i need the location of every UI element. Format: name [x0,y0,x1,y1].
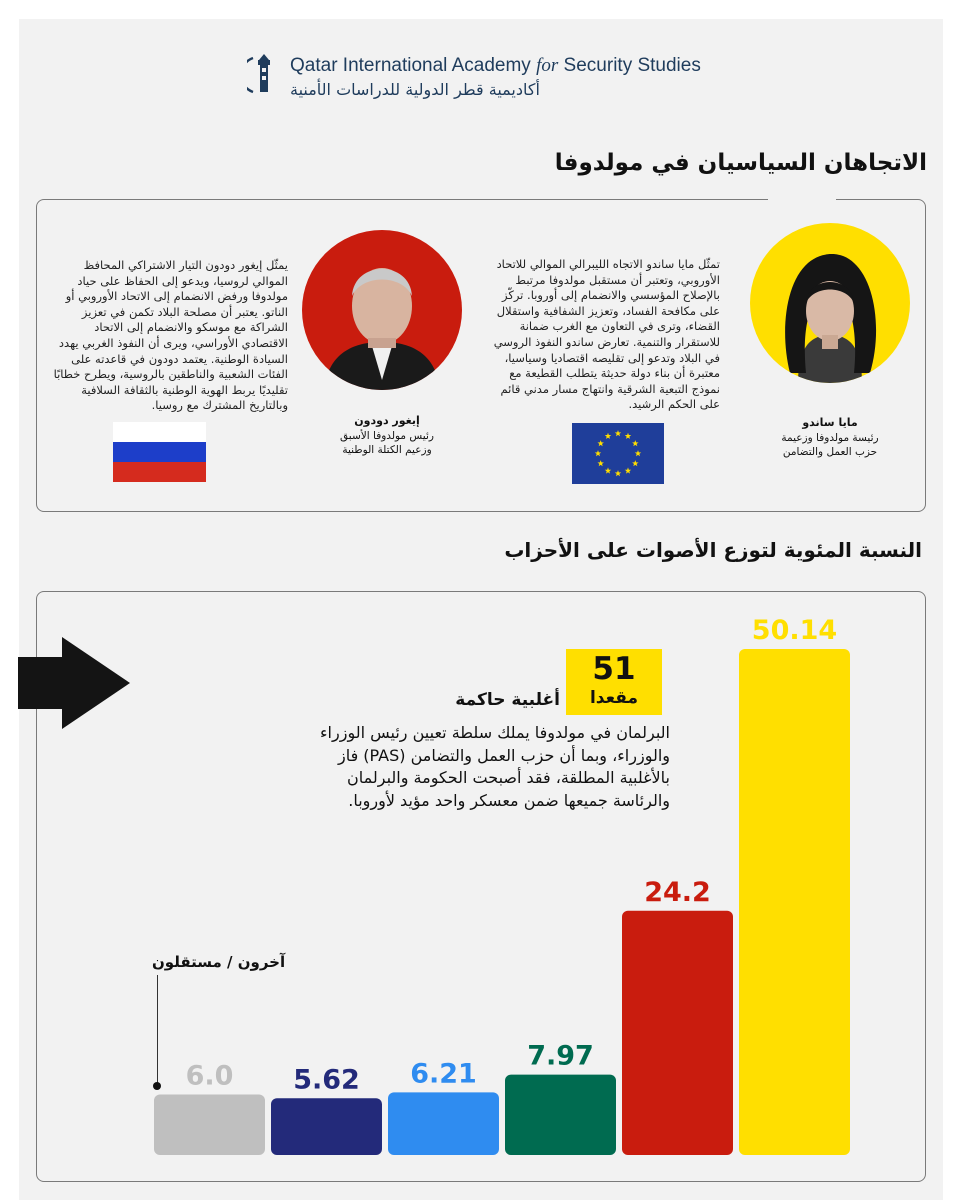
bar-value-label-1: 5.62 [293,1064,360,1095]
bar-value-label-0: 6.0 [186,1060,234,1091]
frame-gap [768,195,836,205]
dodon-name: إيغور دودون [354,414,420,427]
bar-value-label-2: 6.21 [410,1058,477,1089]
lighthouse-logo-icon [247,54,270,94]
dodon-role-line2: وزعيم الكتلة الوطنية [342,444,432,456]
majority-label: أغلبية حاكمة [455,690,560,710]
bar-4 [622,910,733,1155]
eu-star-icon [597,440,604,447]
seats-badge: 51 مقعدا [566,649,662,715]
politicians-frame [36,199,926,512]
russia-flag-icon [113,422,206,482]
seats-label: مقعدا [589,688,638,708]
org-name-arabic: أكاديمية قطر الدولية للدراسات الأمنية [290,80,540,99]
eu-star-icon [614,470,622,477]
eu-star-icon [614,430,622,437]
org-name-english-part2: Security Studies [558,55,701,76]
arrow-right-icon [18,637,130,729]
bar-2 [388,1092,499,1155]
eu-star-icon [624,432,632,439]
bar-value-label-4: 24.2 [644,877,711,908]
dodon-portrait-illustration [324,268,440,390]
eu-star-icon [594,450,602,457]
bar-5 [739,649,850,1155]
parliament-text: البرلمان في مولدوفا يملك سلطة تعيين رئيس… [320,723,670,810]
section2-title: النسبة المئوية لتوزع الأصوات على الأحزاب [504,538,922,562]
others-label: آخرون / مستقلون [152,953,286,971]
eu-star-icon [624,467,632,474]
bar-value-label-5: 50.14 [752,615,837,646]
eu-flag-icon [572,423,664,484]
chart-frame [36,591,926,1182]
eu-star-icon [597,460,604,467]
org-name-english-for: for [536,55,559,76]
bar-3 [505,1074,616,1155]
sandu-role-line1: رئيسة مولدوفا وزعيمة [781,432,879,444]
dodon-description: يمثّل إيغور دودون التيار الاشتراكي المحا… [53,258,288,413]
sandu-name: مايا ساندو [802,416,858,429]
sandu-portrait-illustration [785,254,877,383]
bar-value-label-3: 7.97 [527,1041,594,1072]
eu-star-icon [634,450,642,457]
others-leader-line [157,975,158,1085]
section1-title: الاتجاهان السياسيان في مولدوفا [554,150,927,176]
bar-1 [271,1098,382,1155]
org-name-english: Qatar International Academy for Security… [290,55,701,77]
eu-star-icon [604,467,612,474]
sandu-role-line2: حزب العمل والتضامن [782,446,878,458]
dodon-portrait [302,230,462,390]
eu-star-icon [632,440,639,447]
eu-star-icon [632,460,639,467]
sandu-description: تمثّل مايا ساندو الاتجاه الليبرالي الموا… [493,257,720,412]
dodon-role-line1: رئيس مولدوفا الأسبق [340,430,434,442]
others-leader-dot [153,1082,161,1090]
eu-star-icon [604,432,612,439]
bar-0 [154,1094,265,1155]
org-name-english-part1: Qatar International Academy [290,55,537,76]
seats-number: 51 [592,651,636,687]
sandu-portrait [750,223,910,383]
